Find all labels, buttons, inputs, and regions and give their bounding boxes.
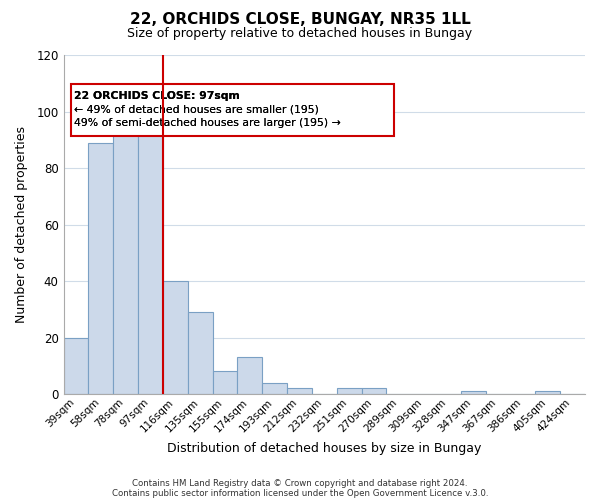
Bar [262,382,287,394]
Text: Contains HM Land Registry data © Crown copyright and database right 2024.: Contains HM Land Registry data © Crown c… [132,478,468,488]
Bar [287,388,312,394]
Text: ← 49% of detached houses are smaller (195)
49% of semi-detached houses are large: ← 49% of detached houses are smaller (19… [74,104,341,128]
Text: ← 49% of detached houses are smaller (195)
49% of semi-detached houses are large: ← 49% of detached houses are smaller (19… [74,104,341,128]
Bar [535,391,560,394]
Bar [238,358,262,394]
Bar [163,281,188,394]
Bar [212,372,238,394]
Bar [362,388,386,394]
Bar [138,132,163,394]
Bar [337,388,362,394]
Bar [188,312,212,394]
Text: 22 ORCHIDS CLOSE: 97sqm: 22 ORCHIDS CLOSE: 97sqm [74,90,240,101]
Text: Size of property relative to detached houses in Bungay: Size of property relative to detached ho… [127,28,473,40]
Text: Contains public sector information licensed under the Open Government Licence v.: Contains public sector information licen… [112,488,488,498]
Bar [64,338,88,394]
Bar [113,126,138,394]
FancyBboxPatch shape [71,84,394,136]
Y-axis label: Number of detached properties: Number of detached properties [15,126,28,323]
Text: 22, ORCHIDS CLOSE, BUNGAY, NR35 1LL: 22, ORCHIDS CLOSE, BUNGAY, NR35 1LL [130,12,470,28]
Text: 22 ORCHIDS CLOSE: 97sqm: 22 ORCHIDS CLOSE: 97sqm [74,90,240,101]
X-axis label: Distribution of detached houses by size in Bungay: Distribution of detached houses by size … [167,442,481,455]
Bar [461,391,485,394]
Bar [88,142,113,394]
